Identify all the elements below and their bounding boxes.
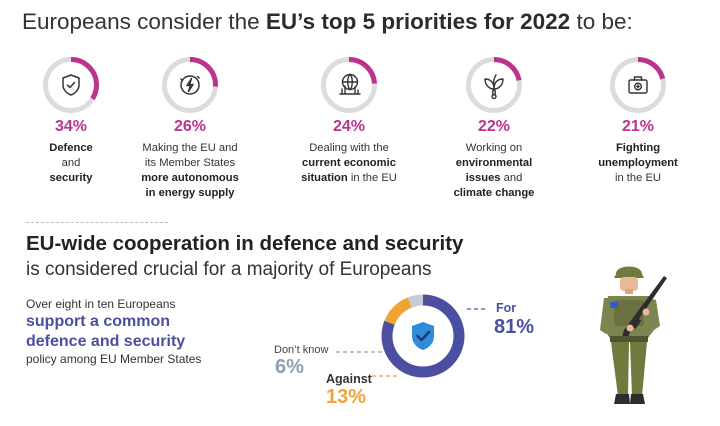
desc-line: Defence <box>49 142 93 154</box>
priority-ring-chart <box>162 57 218 113</box>
priority-description: Defence and security <box>1 141 141 186</box>
priority-ring-chart <box>466 57 522 113</box>
desc-line: unemployment <box>598 157 678 169</box>
support-text: Over eight in ten Europeans support a co… <box>26 297 256 367</box>
support-highlight-1: support a common <box>26 313 171 330</box>
section-title: EU-wide cooperation in defence and secur… <box>26 232 464 255</box>
headline-bold: EU’s top 5 priorities for 2022 <box>265 9 571 34</box>
dontknow-label: Don’t know <box>274 344 329 356</box>
priority-item: 26% Making the EU and its Member States … <box>120 56 260 201</box>
priority-percent: 22% <box>477 118 511 135</box>
priority-item: 34% Defence and security <box>1 56 141 186</box>
desc-line: Working on <box>465 142 523 154</box>
support-highlight-2: defence and security <box>26 333 186 350</box>
section-subtitle: is considered crucial for a majority of … <box>26 259 432 280</box>
priority-description: Making the EU and its Member States more… <box>120 141 260 201</box>
against-value: 13% <box>326 386 367 408</box>
priority-item: 24% Dealing with the current economic si… <box>279 56 419 186</box>
priority-ring <box>161 56 219 114</box>
priority-description: Working on environmental issues and clim… <box>424 141 564 201</box>
desc-line: Fighting <box>615 142 661 154</box>
priority-percent: 21% <box>621 118 655 135</box>
against-label: Against <box>326 372 372 386</box>
desc-line: security <box>49 172 93 184</box>
priority-ring-chart <box>610 57 666 113</box>
support-outro: policy among EU Member States <box>26 352 202 366</box>
priority-description: Fighting unemployment in the EU <box>568 141 708 186</box>
desc-line: current economic <box>302 157 396 169</box>
priority-item: 22% Working on environmental issues and … <box>424 56 564 201</box>
priority-ring <box>320 56 378 114</box>
desc-line: issues <box>465 172 501 184</box>
priority-ring <box>465 56 523 114</box>
support-donut-chart <box>381 294 465 378</box>
desc-line: more autonomous <box>141 172 239 184</box>
dashed-divider <box>26 222 168 223</box>
priority-ring <box>609 56 667 114</box>
for-label: For <box>496 301 517 315</box>
desc-line: Dealing with the <box>309 142 389 154</box>
desc-line-tail: and <box>500 172 523 184</box>
shield-check-icon <box>62 74 80 96</box>
priority-ring-chart <box>321 57 377 113</box>
donut-segment-against <box>381 294 465 378</box>
priority-item: 21% Fighting unemployment in the EU <box>568 56 708 186</box>
desc-line: Making the EU and <box>142 142 238 154</box>
leaf-thermometer-icon <box>484 74 504 100</box>
priority-percent: 34% <box>54 118 88 135</box>
desc-line: environmental <box>455 157 533 169</box>
desc-line: situation <box>301 172 348 184</box>
desc-line: its Member States <box>144 157 236 169</box>
headline-prefix: Europeans consider the <box>22 9 266 34</box>
soldier-illustration <box>600 266 667 404</box>
priority-percent: 26% <box>173 118 207 135</box>
priority-percent: 24% <box>332 118 366 135</box>
desc-line: climate change <box>453 187 535 199</box>
priority-ring-chart <box>43 57 99 113</box>
desc-line: in energy supply <box>145 187 235 199</box>
globe-economy-icon <box>339 73 361 95</box>
shield-check-icon <box>412 322 434 350</box>
desc-line-tail: in the EU <box>347 172 397 184</box>
for-value: 81% <box>494 316 535 338</box>
headline-suffix: to be: <box>570 9 633 34</box>
energy-bolt-icon <box>180 75 200 95</box>
headline: Europeans consider the EU’s top 5 priori… <box>22 9 633 35</box>
desc-line: in the EU <box>614 172 662 184</box>
briefcase-icon <box>628 76 648 94</box>
priority-description: Dealing with the current economic situat… <box>279 141 419 186</box>
priority-ring <box>42 56 100 114</box>
dontknow-value: 6% <box>275 356 304 378</box>
desc-line: and <box>61 157 81 169</box>
support-intro: Over eight in ten Europeans <box>26 297 176 311</box>
